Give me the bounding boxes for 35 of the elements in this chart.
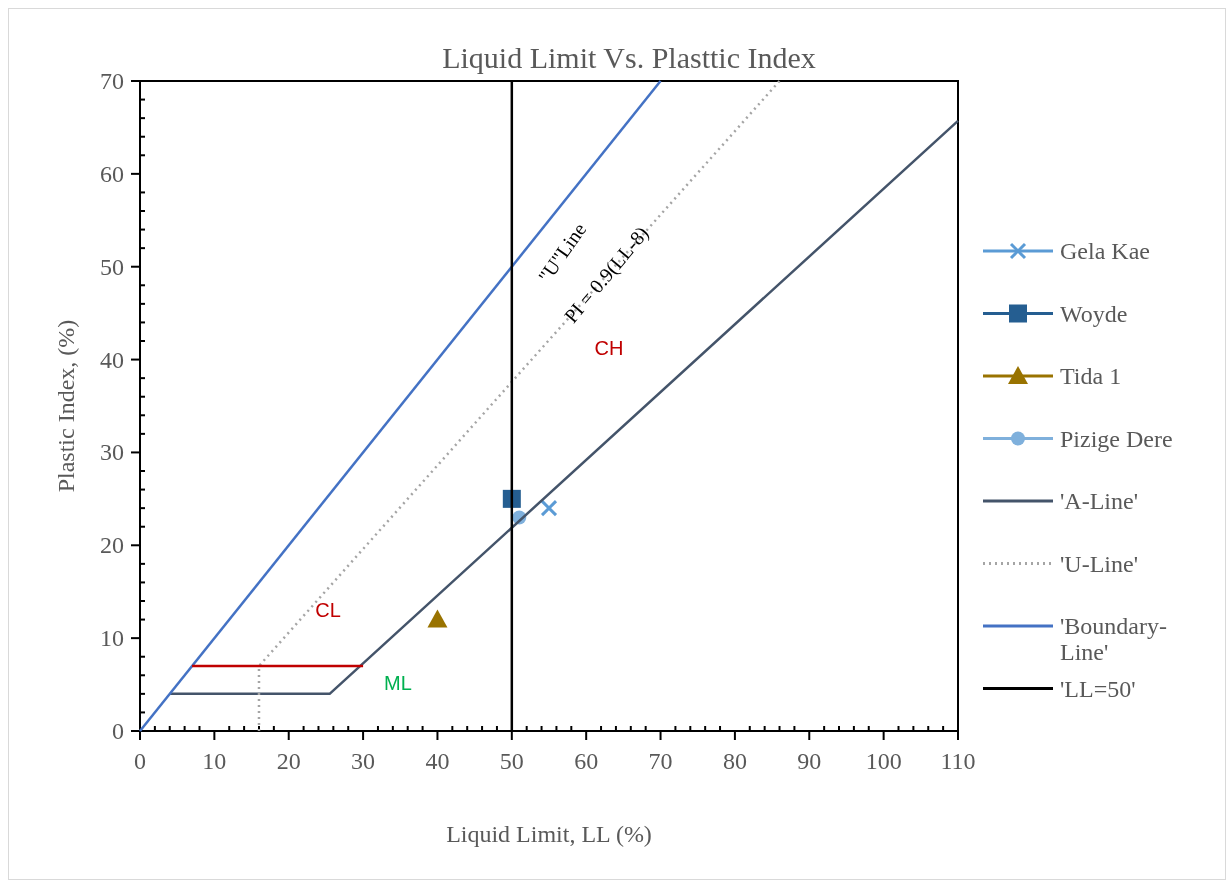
annotation: CL xyxy=(315,599,341,622)
x-tick-label: 100 xyxy=(865,748,902,774)
legend-label: 'A-Line' xyxy=(1060,488,1138,514)
x-tick-label: 80 xyxy=(722,748,747,774)
x-tick-label: 50 xyxy=(499,748,524,774)
y-tick-label: 50 xyxy=(100,253,124,280)
legend-label: 'Boundary-Line' xyxy=(1060,613,1167,665)
legend-label: Pizige Dere xyxy=(1060,425,1173,452)
x-tick-label: 0 xyxy=(134,748,146,774)
y-tick-label: 30 xyxy=(100,439,124,466)
x-axis-title: Liquid Limit, LL (%) xyxy=(446,821,652,847)
y-tick-label: 70 xyxy=(100,68,124,94)
x-tick-label: 70 xyxy=(648,748,673,774)
legend-label: 'LL=50' xyxy=(1060,675,1136,702)
y-axis-title: Plastic Index, (%) xyxy=(53,319,79,493)
y-tick-label: 60 xyxy=(100,160,124,187)
chart-title: Liquid Limit Vs. Plasttic Index xyxy=(442,41,816,74)
x-tick-label: 90 xyxy=(797,748,822,774)
x-tick-label: 30 xyxy=(351,748,376,774)
legend-label: 'U-Line' xyxy=(1060,550,1138,577)
point xyxy=(427,609,448,628)
x-tick-label: 110 xyxy=(940,748,976,774)
annotation: CH xyxy=(594,337,624,360)
x-tick-label: 60 xyxy=(574,748,599,774)
annotation: ML xyxy=(384,672,412,695)
x-tick-label: 40 xyxy=(425,748,450,774)
x-tick-label: 20 xyxy=(276,748,301,774)
x-tick-label: 10 xyxy=(202,748,227,774)
legend-label: Gela Kae xyxy=(1060,238,1150,264)
y-tick-label: 0 xyxy=(112,718,124,744)
y-tick-label: 40 xyxy=(100,346,124,373)
legend-label: Tida 1 xyxy=(1060,363,1122,389)
legend-label: Woyde xyxy=(1060,300,1128,327)
y-tick-label: 10 xyxy=(100,625,124,652)
y-tick-label: 20 xyxy=(100,532,124,559)
